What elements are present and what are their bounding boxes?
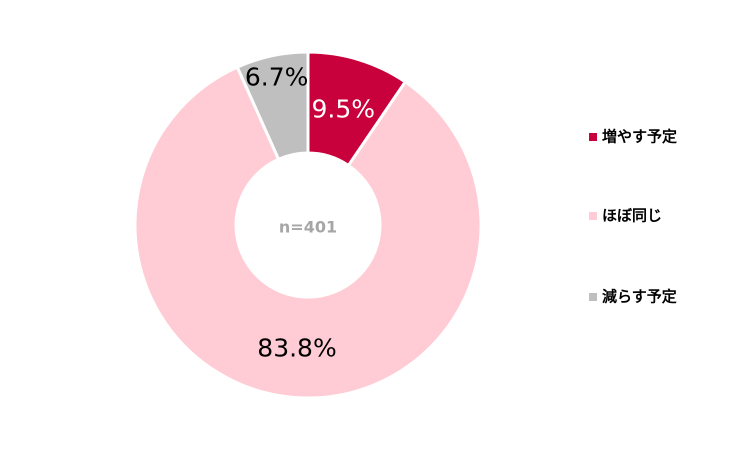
- legend-label: 減らす予定: [602, 288, 677, 306]
- legend-marker: [589, 212, 597, 220]
- legend-label: 増やす予定: [602, 128, 677, 146]
- sample-size: n=401: [279, 218, 337, 237]
- data-label: 6.7%: [245, 62, 309, 91]
- legend-marker: [589, 293, 597, 301]
- legend-marker: [589, 133, 597, 141]
- donut-slice: [235, 50, 310, 162]
- legend-label: ほぼ同じ: [602, 207, 662, 225]
- donut-slice: [133, 65, 483, 400]
- data-label: 9.5%: [312, 94, 376, 123]
- data-label: 83.8%: [257, 334, 336, 363]
